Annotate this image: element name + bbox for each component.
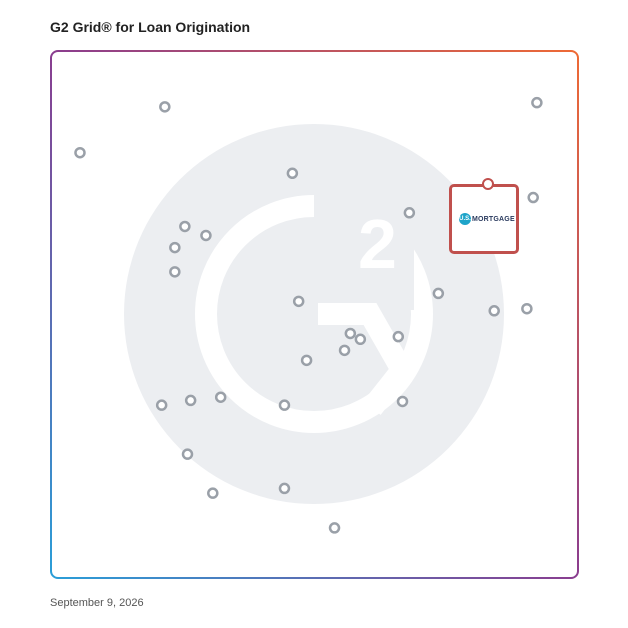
product-point[interactable] — [160, 102, 169, 111]
product-point[interactable] — [288, 169, 297, 178]
us-mortgage-logo: U.S. MORTGAGE — [459, 213, 515, 225]
product-point[interactable] — [294, 297, 303, 306]
product-point[interactable] — [208, 489, 217, 498]
product-point[interactable] — [280, 401, 289, 410]
product-point[interactable] — [532, 98, 541, 107]
product-point[interactable] — [280, 484, 289, 493]
product-point[interactable] — [186, 396, 195, 405]
product-point[interactable] — [405, 208, 414, 217]
product-point[interactable] — [75, 148, 84, 157]
product-point[interactable] — [529, 193, 538, 202]
logo-badge: U.S. — [459, 213, 471, 225]
product-point[interactable] — [170, 267, 179, 276]
product-point[interactable] — [170, 243, 179, 252]
product-point[interactable] — [157, 401, 166, 410]
product-point[interactable] — [180, 222, 189, 231]
product-point[interactable] — [183, 450, 192, 459]
product-point[interactable] — [434, 289, 443, 298]
svg-text:2: 2 — [358, 205, 397, 283]
product-point[interactable] — [394, 332, 403, 341]
product-point[interactable] — [340, 346, 349, 355]
product-point[interactable] — [522, 304, 531, 313]
highlighted-product-marker[interactable]: U.S. MORTGAGE — [449, 184, 519, 254]
product-point[interactable] — [302, 356, 311, 365]
product-point[interactable] — [201, 231, 210, 240]
product-point[interactable] — [356, 335, 365, 344]
product-point[interactable] — [398, 397, 407, 406]
product-point[interactable] — [330, 523, 339, 532]
grid-date: September 9, 2026 — [50, 597, 144, 609]
product-point[interactable] — [216, 393, 225, 402]
logo-text: MORTGAGE — [472, 216, 515, 223]
product-point[interactable] — [346, 329, 355, 338]
product-point[interactable] — [490, 306, 499, 315]
